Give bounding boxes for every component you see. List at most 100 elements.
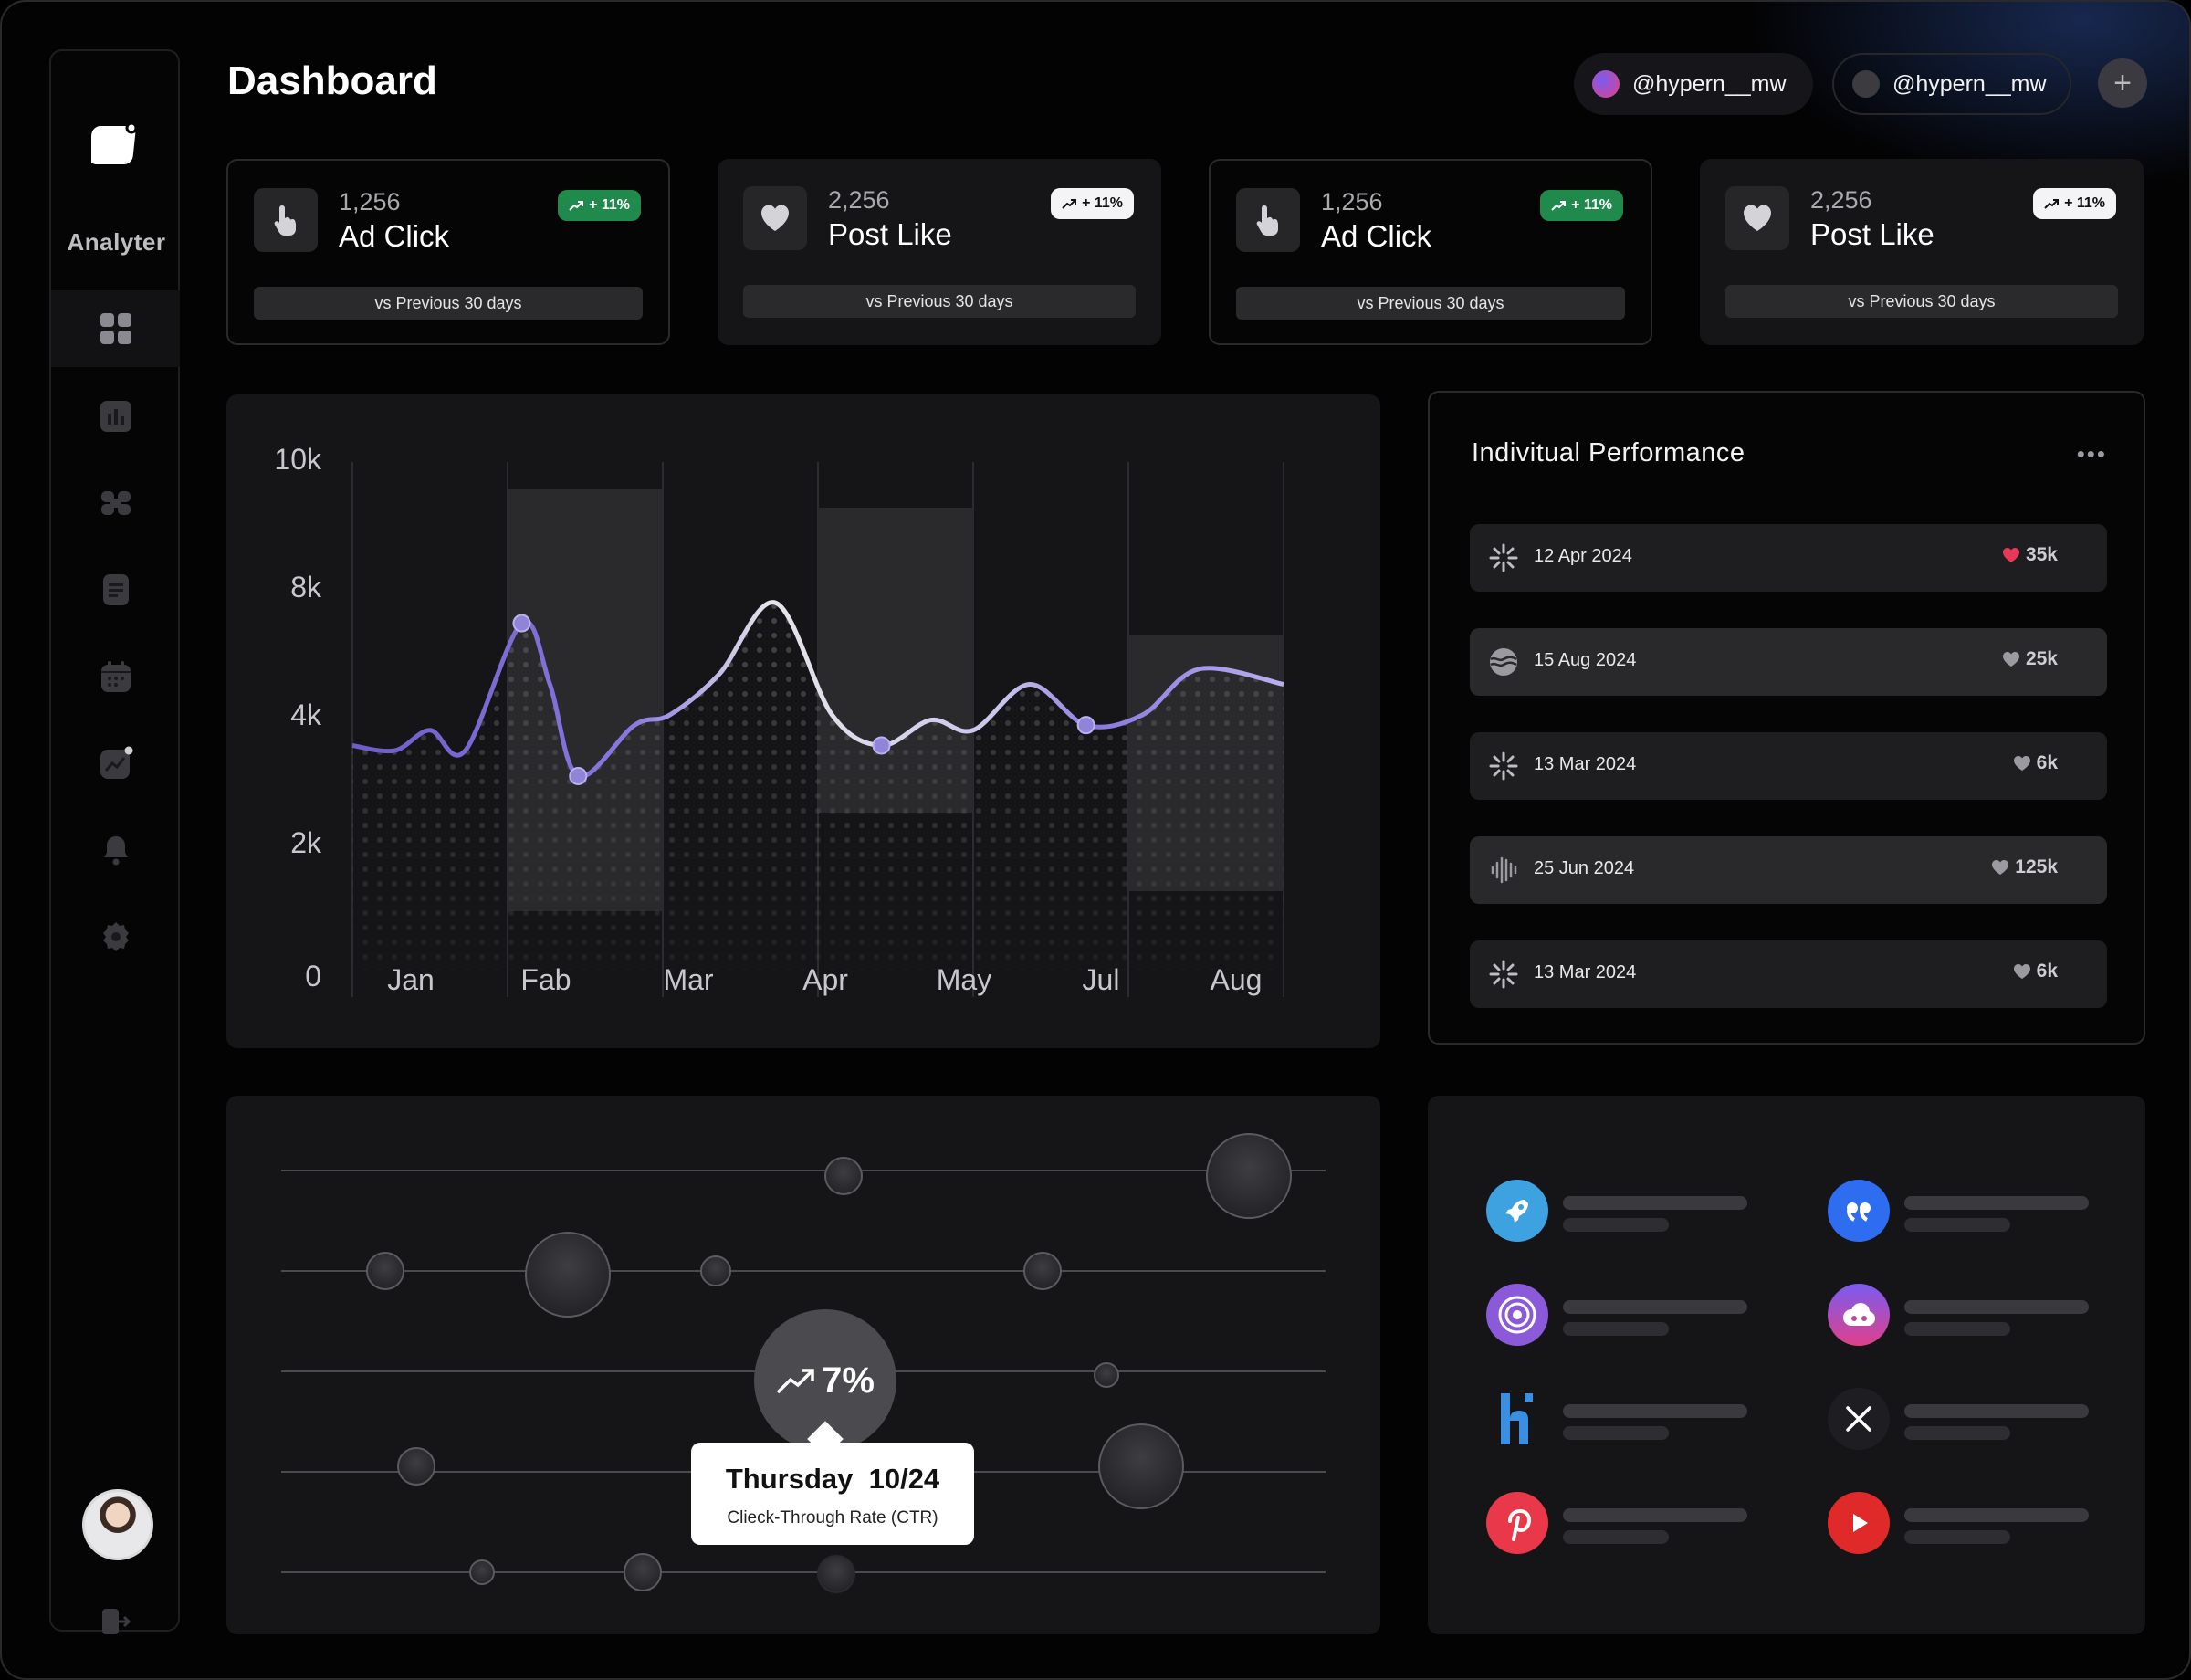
- connected-apps-panel: [1428, 1096, 2145, 1634]
- sidebar-item-analytics[interactable]: [51, 378, 180, 455]
- y-tick-label: 10k: [274, 443, 322, 476]
- placeholder-bar: [1904, 1530, 2010, 1544]
- stat-period: vs Previous 30 days: [1236, 287, 1625, 320]
- data-point-marker: [569, 766, 588, 785]
- engagement-bubble-chart[interactable]: [226, 1096, 1380, 1634]
- stat-card-ad-click[interactable]: 1,256 Ad Click + 11% vs Previous 30 days: [226, 159, 670, 345]
- heart-icon: [2002, 548, 2019, 562]
- performance-date: 12 Apr 2024: [1534, 546, 1632, 566]
- play-icon: [1828, 1492, 1890, 1554]
- sidebar-item-notifications[interactable]: [51, 812, 180, 888]
- change-badge: + 11%: [558, 190, 641, 221]
- bubble: [1206, 1133, 1292, 1219]
- stat-label: Ad Click: [1321, 219, 1432, 253]
- stat-card-post-like[interactable]: 2,256 Post Like + 11% vs Previous 30 day…: [1700, 159, 2144, 345]
- placeholder-bar: [1904, 1196, 2089, 1210]
- change-badge: + 11%: [1540, 190, 1623, 221]
- heart-icon: [1725, 186, 1789, 250]
- bubble: [469, 1559, 495, 1585]
- sidebar-item-calendar[interactable]: [51, 638, 180, 715]
- data-point-marker: [872, 736, 891, 755]
- pointer-icon: [1236, 188, 1300, 252]
- account-avatar-icon: [1852, 70, 1880, 98]
- sidebar-item-settings[interactable]: [51, 898, 180, 975]
- placeholder-bar: [1904, 1426, 2010, 1440]
- performance-row[interactable]: 15 Aug 2024 25k: [1470, 628, 2107, 696]
- stat-label: Post Like: [828, 217, 952, 251]
- sidebar-item-documents[interactable]: [51, 551, 180, 628]
- app-item-pinterest[interactable]: [1486, 1492, 1797, 1556]
- bell-icon: [103, 836, 128, 866]
- wave-globe-icon: [1490, 648, 1517, 676]
- performance-date: 13 Mar 2024: [1534, 962, 1637, 982]
- performance-row[interactable]: 13 Mar 2024 6k: [1470, 940, 2107, 1008]
- more-options-button[interactable]: •••: [2076, 440, 2107, 467]
- stat-card-post-like[interactable]: 2,256 Post Like + 11% vs Previous 30 day…: [718, 159, 1161, 345]
- app-item-hi[interactable]: [1486, 1388, 1797, 1452]
- x-tick-label: Apr: [802, 963, 848, 996]
- trend-up-icon: [569, 201, 584, 211]
- traffic-chart-panel: 10k 8k 4k 2k 0 Jan Fab Mar Apr May Jul Aug: [226, 394, 1380, 1048]
- placeholder-bar: [1563, 1322, 1669, 1336]
- placeholder-bar: [1904, 1300, 2089, 1314]
- stat-value: 2,256: [828, 186, 890, 214]
- bubble: [1023, 1252, 1062, 1290]
- stat-period: vs Previous 30 days: [254, 287, 643, 320]
- y-tick-label: 4k: [290, 698, 322, 731]
- placeholder-bar: [1904, 1404, 2089, 1418]
- hi-logo-icon: [1486, 1388, 1548, 1450]
- target-icon: [1486, 1284, 1548, 1346]
- app-item-quote[interactable]: [1828, 1180, 2138, 1244]
- performance-row[interactable]: 13 Mar 2024 6k: [1470, 732, 2107, 800]
- sidebar-item-apps[interactable]: [51, 465, 180, 541]
- x-tick-label: Aug: [1211, 963, 1263, 996]
- trend-up-icon: [2044, 199, 2060, 209]
- bubble: [1098, 1423, 1184, 1509]
- bubble: [366, 1252, 404, 1290]
- account-handle: @hypern__mw: [1892, 70, 2047, 97]
- sidebar-item-trends[interactable]: [51, 725, 180, 802]
- calendar-icon: [100, 661, 131, 692]
- add-account-button[interactable]: +: [2098, 58, 2147, 108]
- app-item-cloud[interactable]: [1828, 1284, 2138, 1348]
- app-item-x[interactable]: [1828, 1388, 2138, 1452]
- stat-value: 2,256: [1810, 186, 1872, 214]
- trend-up-icon: [1062, 199, 1077, 209]
- app-item-youtube[interactable]: [1828, 1492, 2138, 1556]
- page-title: Dashboard: [227, 58, 437, 103]
- data-point-marker: [512, 614, 531, 633]
- pointer-icon: [254, 188, 318, 252]
- account-handle: @hypern__mw: [1632, 70, 1787, 97]
- performance-row[interactable]: 12 Apr 2024 35k: [1470, 524, 2107, 592]
- performance-row[interactable]: 25 Jun 2024 125k: [1470, 836, 2107, 904]
- stat-label: Ad Click: [339, 219, 450, 253]
- trend-up-icon: [1551, 201, 1567, 211]
- quote-icon: [1828, 1180, 1890, 1242]
- bubble: [525, 1232, 611, 1318]
- app-item-target[interactable]: [1486, 1284, 1797, 1348]
- traffic-line-chart[interactable]: 10k 8k 4k 2k 0 Jan Fab Mar Apr May Jul Aug: [226, 394, 1380, 1048]
- cmd-icon: [100, 491, 131, 515]
- account-switcher-secondary[interactable]: @hypern__mw: [1832, 53, 2071, 115]
- sidebar-item-dashboard[interactable]: [51, 290, 180, 367]
- placeholder-bar: [1904, 1218, 2010, 1232]
- performance-date: 25 Jun 2024: [1534, 858, 1635, 878]
- placeholder-bar: [1563, 1300, 1747, 1314]
- bubble: [824, 1157, 863, 1195]
- heart-icon: [2002, 652, 2019, 667]
- bubble: [1094, 1362, 1119, 1388]
- logo-icon: [91, 121, 138, 164]
- document-icon: [102, 574, 129, 605]
- burst-icon: [1489, 751, 1518, 781]
- logout-icon[interactable]: [99, 1605, 131, 1638]
- stat-card-ad-click[interactable]: 1,256 Ad Click + 11% vs Previous 30 days: [1209, 159, 1652, 345]
- stat-period: vs Previous 30 days: [743, 285, 1136, 318]
- x-tick-label: May: [937, 963, 991, 996]
- stat-period: vs Previous 30 days: [1725, 285, 2118, 318]
- burst-icon: [1489, 960, 1518, 989]
- app-item-rocket[interactable]: [1486, 1180, 1797, 1244]
- avatar[interactable]: [82, 1489, 153, 1560]
- account-switcher-primary[interactable]: @hypern__mw: [1574, 53, 1813, 115]
- burst-icon: [1489, 543, 1518, 572]
